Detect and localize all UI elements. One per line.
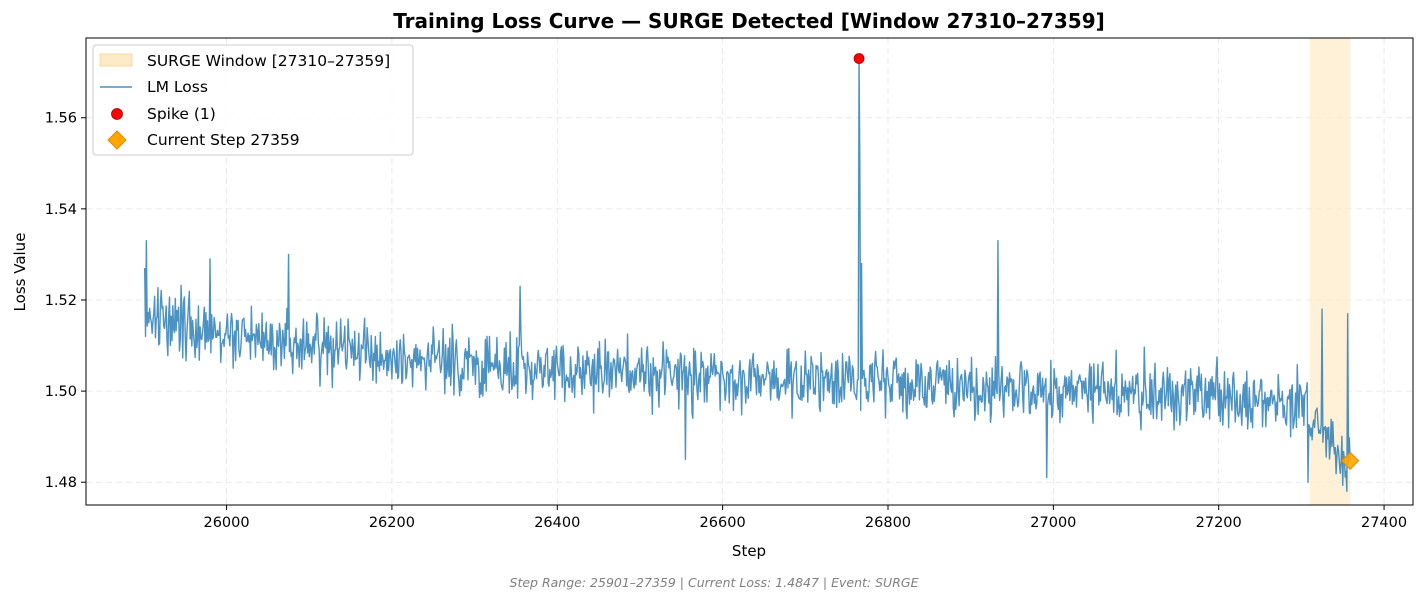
x-tick-label: 27400	[1361, 515, 1407, 531]
x-tick-label: 26800	[865, 515, 911, 531]
spike-marker	[853, 53, 865, 64]
x-tick-label: 26400	[534, 515, 580, 531]
x-tick-label: 26000	[203, 515, 249, 531]
x-axis-label: Step	[732, 542, 766, 560]
plot-frame	[85, 37, 1414, 506]
y-tick-label: 1.48	[45, 475, 77, 491]
y-axis-label: Loss Value	[11, 233, 29, 312]
legend-lm-loss-label: LM Loss	[147, 78, 208, 96]
x-tick-label: 26600	[700, 515, 746, 531]
legend-surge-swatch	[99, 53, 133, 67]
lm-loss-line	[144, 57, 1351, 493]
legend-surge-label: SURGE Window [27310–27359]	[147, 52, 390, 70]
legend-box	[92, 44, 414, 156]
chart-title: Training Loss Curve — SURGE Detected [Wi…	[393, 9, 1105, 33]
grid	[86, 38, 1413, 505]
footer-caption: Step Range: 25901–27359 | Current Loss: …	[510, 575, 919, 590]
y-tick-label: 1.50	[45, 384, 77, 400]
y-tick-label: 1.54	[45, 202, 77, 218]
legend: SURGE Window [27310–27359] LM Loss Spike…	[92, 44, 414, 156]
y-tick-label: 1.52	[45, 293, 77, 309]
surge-window-band	[1309, 38, 1351, 505]
legend-current-step-swatch	[107, 130, 127, 150]
x-tick-label: 26200	[369, 515, 415, 531]
y-tick-label: 1.56	[45, 111, 77, 127]
y-axis-ticks: 1.48 1.50 1.52 1.54 1.56	[45, 111, 86, 491]
x-axis-ticks: 26000 26200 26400 26600 26800 27000 27200 27400	[203, 505, 1407, 531]
x-tick-label: 27200	[1196, 515, 1242, 531]
legend-spike-label: Spike (1)	[147, 105, 216, 123]
x-tick-label: 27000	[1030, 515, 1076, 531]
legend-current-step-label: Current Step 27359	[147, 131, 300, 149]
current-step-marker	[1340, 451, 1360, 471]
legend-spike-swatch	[111, 108, 123, 120]
